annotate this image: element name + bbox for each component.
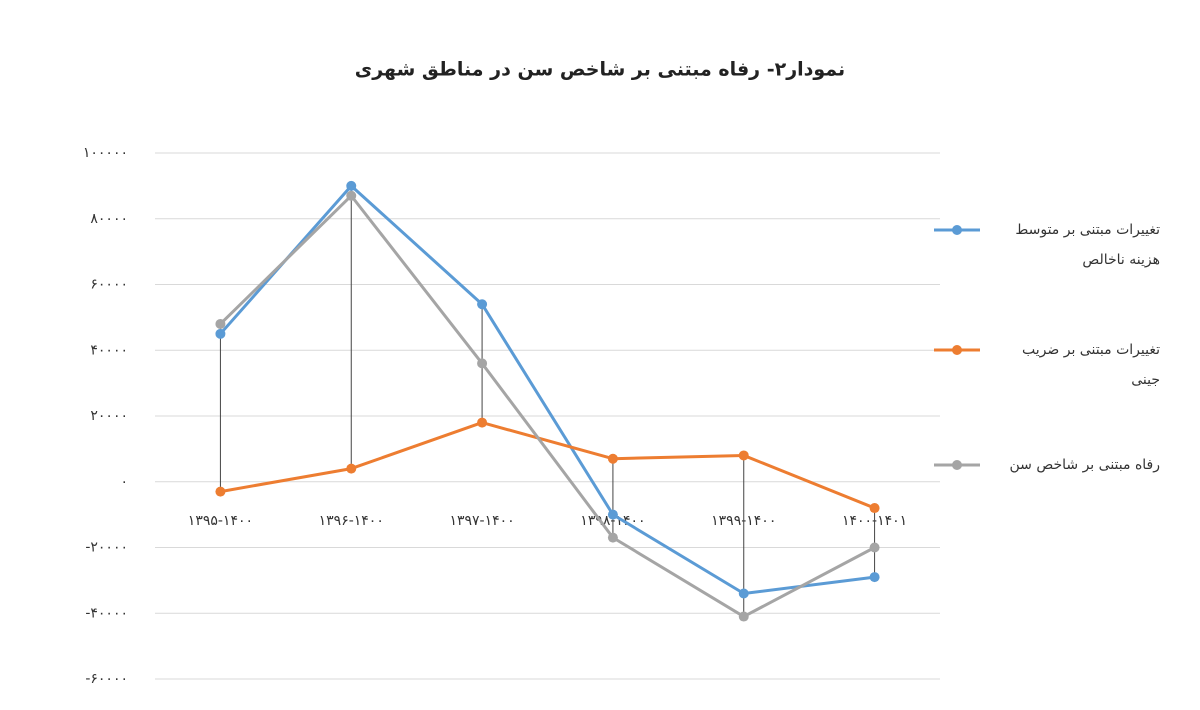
- data-point: [477, 358, 488, 369]
- x-tick-label: ۱۳۹۵-۱۴۰۰: [188, 513, 253, 529]
- data-point: [215, 328, 226, 339]
- data-point: [738, 450, 749, 461]
- legend-symbol: [934, 460, 980, 470]
- data-point: [477, 299, 488, 310]
- data-point: [215, 318, 226, 329]
- data-point: [346, 190, 357, 201]
- legend-marker: [952, 345, 962, 355]
- data-point: [346, 463, 357, 474]
- legend-label: رفاه مبتنی بر شاخص سن: [1009, 457, 1160, 473]
- legend-label: تغییرات مبتنی بر ضریب جینی: [1022, 342, 1160, 388]
- legend-symbol: [934, 345, 980, 355]
- y-tick-label: -۲۰۰۰۰: [85, 540, 128, 556]
- y-tick-label: ۶۰۰۰۰: [90, 277, 128, 293]
- legend-label: تغییرات مبتنی بر متوسط هزینه ناخالص: [1015, 222, 1160, 268]
- data-point: [738, 611, 749, 622]
- x-tick-label: ۱۳۹۶-۱۴۰۰: [319, 513, 384, 529]
- data-point: [738, 588, 749, 599]
- series-line: [219, 184, 875, 596]
- data-point: [607, 453, 618, 464]
- data-point: [607, 532, 618, 543]
- data-point: [346, 180, 357, 191]
- x-tick-label: ۱۳۹۷-۱۴۰۰: [449, 513, 514, 529]
- legend-entry: رفاه مبتنی بر شاخص سن: [930, 450, 1160, 480]
- y-tick-label: ۸۰۰۰۰: [90, 211, 128, 227]
- data-point: [869, 503, 880, 514]
- data-point: [869, 542, 880, 553]
- legend-symbol: [934, 225, 980, 235]
- y-tick-label: ۲۰۰۰۰: [90, 408, 128, 424]
- series-line: [220, 421, 876, 510]
- legend-marker: [952, 460, 962, 470]
- legend-marker: [952, 225, 962, 235]
- data-point: [607, 509, 618, 520]
- data-point: [869, 572, 880, 583]
- series-line: [219, 194, 876, 619]
- y-tick-label: ۰: [120, 474, 128, 490]
- y-tick-label: -۶۰۰۰۰: [85, 671, 128, 687]
- y-tick-label: -۴۰۰۰۰: [85, 605, 128, 621]
- legend-entry: تغییرات مبتنی بر متوسط هزینه ناخالص: [930, 215, 1160, 275]
- data-point: [215, 486, 226, 497]
- data-point: [477, 417, 488, 428]
- legend-entry: تغییرات مبتنی بر ضریب جینی: [930, 335, 1160, 395]
- y-tick-label: ۴۰۰۰۰: [90, 342, 128, 358]
- y-tick-label: ۱۰۰۰۰۰: [83, 145, 128, 161]
- chart-title: نمودار۲- رفاه مبتنی بر شاخص سن در مناطق …: [355, 59, 845, 81]
